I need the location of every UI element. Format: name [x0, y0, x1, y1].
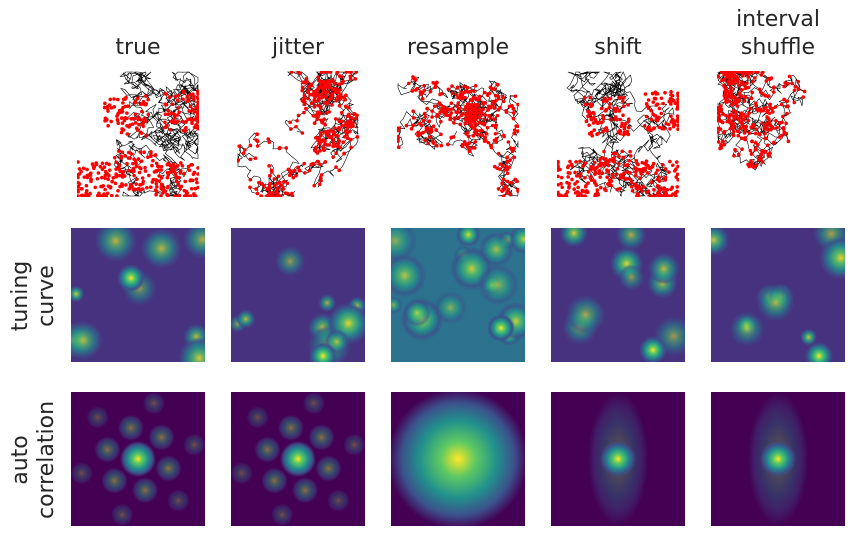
- peak: [639, 336, 667, 362]
- peak: [309, 342, 337, 362]
- autocorrelation-heatmap-shift: [551, 392, 685, 526]
- spike-points: [717, 71, 807, 169]
- trajectory-plot-true: [77, 71, 199, 197]
- label-line: curve: [34, 265, 59, 327]
- peak: [805, 342, 833, 362]
- tuning-curve-heatmap-jitter: [231, 228, 365, 362]
- center-peak: [600, 441, 636, 477]
- label-line: correlation: [34, 400, 59, 520]
- column-title-resample: resample: [406, 35, 510, 60]
- peak: [117, 264, 145, 292]
- spike-points: [397, 75, 519, 197]
- label-line: auto: [8, 435, 33, 485]
- tuning-curve-heatmap-shift: [551, 228, 685, 362]
- spike-points: [557, 90, 679, 197]
- center-peak: [120, 441, 156, 477]
- tuning-curve-heatmap-resample: [391, 228, 525, 362]
- spike-points: [77, 89, 199, 197]
- row-label-tuning-curve: tuning curve: [8, 216, 60, 376]
- center-peak: [280, 441, 316, 477]
- column-title-jitter: jitter: [271, 35, 325, 60]
- autocorrelation-heatmap-true: [71, 392, 205, 526]
- trajectory-plot-shift: [557, 71, 679, 197]
- column-title-true: true: [115, 35, 161, 60]
- autocorrelation-heatmap-resample: [391, 392, 525, 526]
- title-line: interval: [736, 7, 820, 32]
- spike-points: [237, 71, 359, 197]
- tuning-curve-heatmap-true: [71, 228, 205, 362]
- column-title-interval-shuffle: interval shuffle: [698, 6, 855, 62]
- trajectory-plot-jitter: [237, 71, 359, 197]
- trajectory-path: [113, 71, 199, 197]
- autocorrelation-heatmap-interval-shuffle: [711, 392, 845, 526]
- label-line: tuning: [8, 260, 33, 332]
- center-peak: [760, 441, 796, 477]
- row-label-auto-correlation: auto correlation: [8, 380, 60, 540]
- trajectory-plot-interval-shuffle: [717, 71, 807, 171]
- center-peak: [391, 392, 525, 526]
- trajectory-plot-resample: [397, 75, 519, 197]
- column-title-shift: shift: [594, 35, 642, 60]
- peak: [487, 314, 515, 342]
- autocorrelation-heatmap-jitter: [231, 392, 365, 526]
- title-line: shuffle: [740, 35, 816, 60]
- tuning-curve-heatmap-interval-shuffle: [711, 228, 845, 362]
